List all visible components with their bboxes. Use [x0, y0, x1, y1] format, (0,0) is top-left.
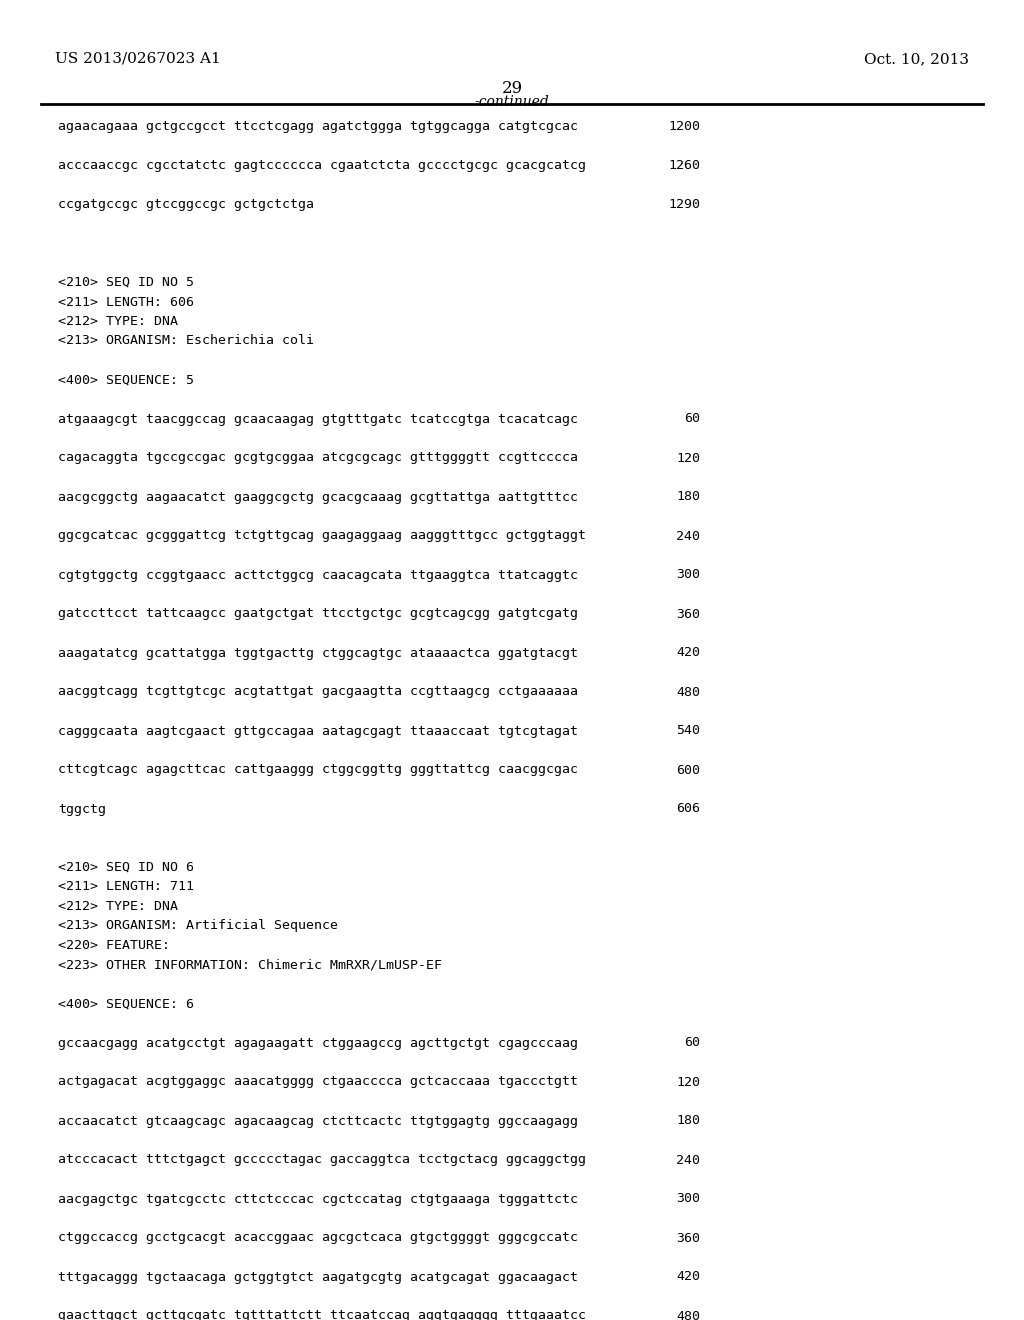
Text: 540: 540 [676, 725, 700, 738]
Text: gccaacgagg acatgcctgt agagaagatt ctggaagccg agcttgctgt cgagcccaag: gccaacgagg acatgcctgt agagaagatt ctggaag… [58, 1036, 578, 1049]
Text: ccgatgccgc gtccggccgc gctgctctga: ccgatgccgc gtccggccgc gctgctctga [58, 198, 314, 211]
Text: <213> ORGANISM: Escherichia coli: <213> ORGANISM: Escherichia coli [58, 334, 314, 347]
Text: tggctg: tggctg [58, 803, 106, 816]
Text: gaacttggct gcttgcgatc tgtttattctt ttcaatccag aggtgagggg tttgaaatcc: gaacttggct gcttgcgatc tgtttattctt ttcaat… [58, 1309, 586, 1320]
Text: <213> ORGANISM: Artificial Sequence: <213> ORGANISM: Artificial Sequence [58, 920, 338, 932]
Text: accaacatct gtcaagcagc agacaagcag ctcttcactc ttgtggagtg ggccaagagg: accaacatct gtcaagcagc agacaagcag ctcttca… [58, 1114, 578, 1127]
Text: actgagacat acgtggaggc aaacatgggg ctgaacccca gctcaccaaa tgaccctgtt: actgagacat acgtggaggc aaacatgggg ctgaacc… [58, 1076, 578, 1089]
Text: aacggtcagg tcgttgtcgc acgtattgat gacgaagtta ccgttaagcg cctgaaaaaa: aacggtcagg tcgttgtcgc acgtattgat gacgaag… [58, 685, 578, 698]
Text: 1200: 1200 [668, 120, 700, 133]
Text: US 2013/0267023 A1: US 2013/0267023 A1 [55, 51, 221, 66]
Text: cgtgtggctg ccggtgaacc acttctggcg caacagcata ttgaaggtca ttatcaggtc: cgtgtggctg ccggtgaacc acttctggcg caacagc… [58, 569, 578, 582]
Text: 29: 29 [502, 81, 522, 96]
Text: agaacagaaa gctgccgcct ttcctcgagg agatctggga tgtggcagga catgtcgcac: agaacagaaa gctgccgcct ttcctcgagg agatctg… [58, 120, 578, 133]
Text: 60: 60 [684, 1036, 700, 1049]
Text: 1260: 1260 [668, 158, 700, 172]
Text: 120: 120 [676, 1076, 700, 1089]
Text: cagacaggta tgccgccgac gcgtgcggaa atcgcgcagc gtttggggtt ccgttcccca: cagacaggta tgccgccgac gcgtgcggaa atcgcgc… [58, 451, 578, 465]
Text: -continued: -continued [475, 95, 549, 110]
Text: 480: 480 [676, 1309, 700, 1320]
Text: 180: 180 [676, 1114, 700, 1127]
Text: <212> TYPE: DNA: <212> TYPE: DNA [58, 900, 178, 913]
Text: 300: 300 [676, 569, 700, 582]
Text: ggcgcatcac gcgggattcg tctgttgcag gaagaggaag aagggtttgcc gctggtaggt: ggcgcatcac gcgggattcg tctgttgcag gaagagg… [58, 529, 586, 543]
Text: aaagatatcg gcattatgga tggtgacttg ctggcagtgc ataaaactca ggatgtacgt: aaagatatcg gcattatgga tggtgacttg ctggcag… [58, 647, 578, 660]
Text: 480: 480 [676, 685, 700, 698]
Text: 420: 420 [676, 1270, 700, 1283]
Text: 180: 180 [676, 491, 700, 503]
Text: Oct. 10, 2013: Oct. 10, 2013 [864, 51, 969, 66]
Text: <400> SEQUENCE: 6: <400> SEQUENCE: 6 [58, 998, 194, 1011]
Text: atcccacact tttctgagct gccccctagac gaccaggtca tcctgctacg ggcaggctgg: atcccacact tttctgagct gccccctagac gaccag… [58, 1154, 586, 1167]
Text: <212> TYPE: DNA: <212> TYPE: DNA [58, 315, 178, 327]
Text: cagggcaata aagtcgaact gttgccagaa aatagcgagt ttaaaccaat tgtcgtagat: cagggcaata aagtcgaact gttgccagaa aatagcg… [58, 725, 578, 738]
Text: tttgacaggg tgctaacaga gctggtgtct aagatgcgtg acatgcagat ggacaagact: tttgacaggg tgctaacaga gctggtgtct aagatgc… [58, 1270, 578, 1283]
Text: aacgcggctg aagaacatct gaaggcgctg gcacgcaaag gcgttattga aattgtttcc: aacgcggctg aagaacatct gaaggcgctg gcacgca… [58, 491, 578, 503]
Text: <220> FEATURE:: <220> FEATURE: [58, 939, 170, 952]
Text: ctggccaccg gcctgcacgt acaccggaac agcgctcaca gtgctggggt gggcgccatc: ctggccaccg gcctgcacgt acaccggaac agcgctc… [58, 1232, 578, 1245]
Text: aacgagctgc tgatcgcctc cttctcccac cgctccatag ctgtgaaaga tgggattctc: aacgagctgc tgatcgcctc cttctcccac cgctcca… [58, 1192, 578, 1205]
Text: <223> OTHER INFORMATION: Chimeric MmRXR/LmUSP-EF: <223> OTHER INFORMATION: Chimeric MmRXR/… [58, 958, 442, 972]
Text: 420: 420 [676, 647, 700, 660]
Text: <210> SEQ ID NO 6: <210> SEQ ID NO 6 [58, 861, 194, 874]
Text: gatccttcct tattcaagcc gaatgctgat ttcctgctgc gcgtcagcgg gatgtcgatg: gatccttcct tattcaagcc gaatgctgat ttcctgc… [58, 607, 578, 620]
Text: 1290: 1290 [668, 198, 700, 211]
Text: 120: 120 [676, 451, 700, 465]
Text: acccaaccgc cgcctatctc gagtcccccca cgaatctcta gcccctgcgc gcacgcatcg: acccaaccgc cgcctatctc gagtcccccca cgaatc… [58, 158, 586, 172]
Text: <211> LENGTH: 711: <211> LENGTH: 711 [58, 880, 194, 894]
Text: 606: 606 [676, 803, 700, 816]
Text: <211> LENGTH: 606: <211> LENGTH: 606 [58, 296, 194, 309]
Text: cttcgtcagc agagcttcac cattgaaggg ctggcggttg gggttattcg caacggcgac: cttcgtcagc agagcttcac cattgaaggg ctggcgg… [58, 763, 578, 776]
Text: 240: 240 [676, 529, 700, 543]
Text: 300: 300 [676, 1192, 700, 1205]
Text: atgaaagcgt taacggccag gcaacaagag gtgtttgatc tcatccgtga tcacatcagc: atgaaagcgt taacggccag gcaacaagag gtgtttg… [58, 412, 578, 425]
Text: 360: 360 [676, 607, 700, 620]
Text: 60: 60 [684, 412, 700, 425]
Text: <210> SEQ ID NO 5: <210> SEQ ID NO 5 [58, 276, 194, 289]
Text: 600: 600 [676, 763, 700, 776]
Text: 360: 360 [676, 1232, 700, 1245]
Text: <400> SEQUENCE: 5: <400> SEQUENCE: 5 [58, 374, 194, 387]
Text: 240: 240 [676, 1154, 700, 1167]
